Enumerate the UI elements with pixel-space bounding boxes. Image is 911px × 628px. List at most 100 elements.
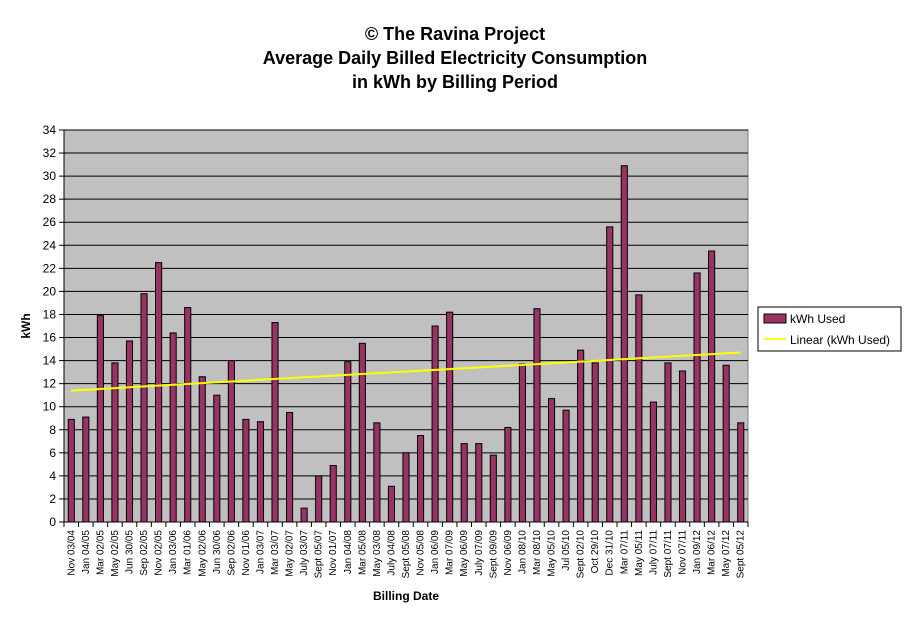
x-tick-label: Sept 07/11 bbox=[663, 530, 674, 578]
x-tick-label: Sept 05/12 bbox=[736, 530, 747, 579]
x-tick-label: May 05/10 bbox=[547, 530, 558, 577]
bar bbox=[300, 507, 308, 523]
bar bbox=[533, 308, 541, 523]
x-tick-label: Nov 01/07 bbox=[328, 530, 339, 576]
bar bbox=[155, 262, 163, 523]
bar bbox=[460, 443, 468, 523]
x-tick-label: May 05/11 bbox=[634, 530, 645, 576]
x-tick-label: Jan 06/09 bbox=[430, 530, 441, 574]
y-tick-label: 4 bbox=[49, 469, 56, 483]
bar bbox=[664, 362, 672, 523]
y-tick-label: 20 bbox=[43, 284, 57, 298]
bar bbox=[184, 307, 192, 523]
y-tick-label: 14 bbox=[43, 354, 57, 368]
chart-title: © The Ravina Project Average Daily Bille… bbox=[263, 24, 647, 92]
x-tick-label: Mar 01/06 bbox=[183, 530, 194, 575]
bar bbox=[315, 475, 323, 523]
x-tick-label: Mar 07/11 bbox=[619, 530, 630, 575]
bar bbox=[271, 322, 279, 523]
bar bbox=[708, 250, 716, 523]
bar bbox=[620, 165, 628, 523]
x-tick-label: May 06/09 bbox=[459, 530, 470, 577]
bar bbox=[693, 272, 701, 523]
bar bbox=[256, 421, 265, 523]
y-tick-label: 34 bbox=[43, 123, 57, 137]
x-tick-label: July 04/08 bbox=[386, 530, 397, 576]
x-tick-label: Mar 08/10 bbox=[532, 530, 543, 575]
x-tick-label: Mar 05/08 bbox=[357, 530, 368, 575]
x-tick-label: Sept 05/08 bbox=[401, 530, 412, 579]
x-tick-label: May 02/07 bbox=[285, 530, 296, 577]
trendline bbox=[71, 351, 741, 392]
x-tick-label: May 02/06 bbox=[197, 530, 208, 577]
bar bbox=[489, 454, 497, 523]
bar bbox=[475, 443, 483, 523]
y-tick-label: 2 bbox=[49, 492, 56, 506]
bar bbox=[577, 349, 585, 523]
bar bbox=[358, 342, 366, 523]
bar bbox=[387, 485, 396, 523]
x-tick-label: May 02/05 bbox=[110, 530, 121, 577]
x-tick-label: Jan 04/05 bbox=[81, 530, 92, 574]
bar bbox=[227, 360, 235, 523]
grid-lines bbox=[64, 129, 748, 500]
y-tick-label: 12 bbox=[43, 377, 57, 391]
bar bbox=[606, 226, 614, 523]
legend-label-kwh-used: kWh Used bbox=[790, 312, 845, 326]
x-tick-label: Mar 03/07 bbox=[270, 530, 281, 575]
trendline-line bbox=[71, 351, 741, 392]
bar bbox=[198, 376, 206, 523]
bar bbox=[344, 361, 352, 523]
y-axis-title: kWh bbox=[19, 313, 33, 338]
bar bbox=[547, 398, 556, 523]
x-tick-label: July 07/11 bbox=[648, 530, 659, 575]
x-tick-label: Oct 29/10 bbox=[590, 530, 601, 574]
bar bbox=[82, 416, 90, 523]
chart-title-line-2: Average Daily Billed Electricity Consump… bbox=[263, 48, 647, 68]
bar bbox=[416, 435, 425, 523]
y-tick-label: 8 bbox=[49, 423, 56, 437]
y-tick-label: 26 bbox=[43, 215, 57, 229]
bar bbox=[649, 401, 657, 523]
bar bbox=[722, 364, 730, 523]
x-tick-label: Sept 09/09 bbox=[488, 530, 499, 579]
bar bbox=[96, 315, 104, 523]
bar bbox=[213, 394, 221, 523]
x-tick-label: July 03/07 bbox=[299, 530, 310, 576]
x-tick-label: Nov 07/11 bbox=[678, 530, 689, 575]
x-tick-label: Nov 06/09 bbox=[503, 530, 514, 576]
y-tick-label: 18 bbox=[43, 307, 57, 321]
x-tick-label: Sept 02/10 bbox=[576, 530, 587, 579]
x-tick-label: Mar 07/09 bbox=[445, 530, 456, 575]
x-tick-label: Jan 04/08 bbox=[343, 530, 354, 574]
bar bbox=[329, 465, 337, 523]
chart-title-line-1: © The Ravina Project bbox=[365, 24, 545, 44]
y-tick-label: 30 bbox=[43, 169, 57, 183]
x-tick-label: Mar 06/12 bbox=[707, 530, 718, 575]
y-tick-label: 6 bbox=[49, 446, 56, 460]
x-tick-label: Sep 02/05 bbox=[139, 530, 150, 576]
y-tick-label: 22 bbox=[43, 261, 57, 275]
bar bbox=[562, 409, 570, 523]
x-tick-label: Sep 02/06 bbox=[226, 530, 237, 576]
x-tick-label: May 03/08 bbox=[372, 530, 383, 577]
legend-label-trendline: Linear (kWh Used) bbox=[790, 333, 890, 347]
y-tick-label: 16 bbox=[43, 331, 57, 345]
bar bbox=[504, 426, 512, 523]
y-tick-label: 28 bbox=[43, 192, 57, 206]
bar bbox=[446, 311, 454, 523]
x-tick-label: Jan 09/12 bbox=[692, 530, 703, 574]
y-tick-label: 10 bbox=[43, 400, 57, 414]
x-tick-label: July 07/09 bbox=[474, 530, 485, 576]
x-tick-label: Jul 05/10 bbox=[561, 530, 572, 571]
x-tick-label: Jan 03/06 bbox=[168, 530, 179, 574]
bar bbox=[737, 422, 745, 523]
bar bbox=[635, 294, 643, 523]
y-tick-label: 24 bbox=[43, 238, 57, 252]
x-tick-label: Nov 05/08 bbox=[416, 530, 427, 576]
x-axis-tick-labels: Nov 03/04 Jan 04/05 Mar 02/05 May 02/05 Jun … bbox=[66, 530, 746, 579]
bar bbox=[431, 325, 439, 523]
